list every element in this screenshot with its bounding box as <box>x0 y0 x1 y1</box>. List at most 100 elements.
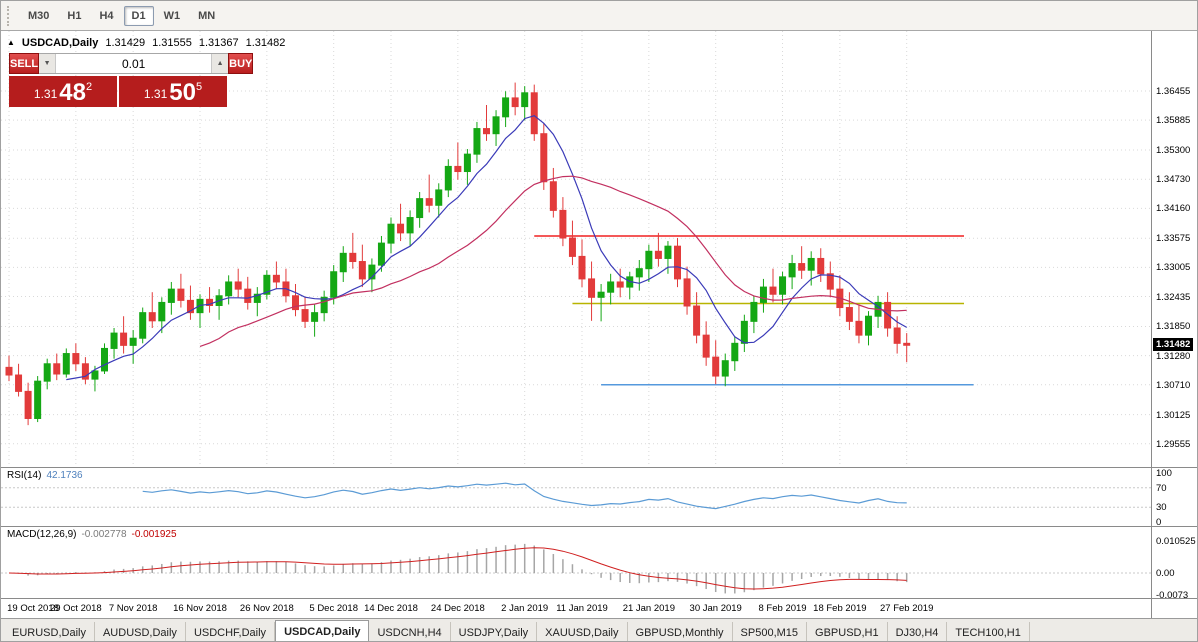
price-axis-label: 1.33575 <box>1156 233 1191 245</box>
time-axis[interactable]: 19 Oct 2018 29 Oct 2018 7 Nov 2018 16 Nov 2… <box>1 599 1151 618</box>
timeframe-button-m30[interactable]: M30 <box>28 9 50 22</box>
panel-separator <box>1 598 1197 599</box>
chart-tab-usdcnh[interactable]: USDCNH,H4 <box>369 622 451 641</box>
date-axis-label: 18 Feb 2019 <box>813 603 867 614</box>
macd-axis-label: -0.0073 <box>1156 589 1189 601</box>
price-axis-label: 1.30710 <box>1156 379 1191 391</box>
price-axis-label: 1.29555 <box>1156 438 1191 450</box>
date-axis-label: 16 Nov 2018 <box>173 603 227 614</box>
ohlc-high-value: 1.31555 <box>152 37 192 49</box>
chart-header: ▲ USDCAD,Daily 1.31429 1.31555 1.31367 1… <box>7 37 285 49</box>
macd-signal-value: -0.001925 <box>131 529 177 540</box>
buy-price-bigfigure: 1.31 <box>143 87 168 101</box>
macd-indicator-label: MACD(12,26,9) -0.002778 -0.001925 <box>7 529 177 540</box>
rsi-indicator-panel[interactable] <box>1 468 1151 526</box>
one-click-trading-panel: SELL ▼ ▲ BUY 1.31 48 2 1.31 50 5 <box>9 53 254 107</box>
rsi-value: 42.1736 <box>46 470 83 481</box>
volume-increase-button[interactable]: ▲ <box>211 54 229 73</box>
ohlc-low-value: 1.31367 <box>198 37 239 49</box>
rsi-axis-label: 100 <box>1156 468 1172 479</box>
ma-slow-line <box>199 175 907 347</box>
volume-decrease-button[interactable]: ▼ <box>39 54 57 73</box>
price-axis-label: 1.32435 <box>1156 291 1191 303</box>
macd-axis-label: 0.00 <box>1156 568 1175 579</box>
date-axis-label: 7 Nov 2018 <box>108 603 158 614</box>
chart-tab-bar: EURUSD,Daily AUDUSD,Daily USDCHF,Daily USDC… <box>1 618 1197 641</box>
price-axis-label: 1.35300 <box>1156 145 1191 157</box>
sell-price-bigfigure: 1.31 <box>33 87 58 101</box>
ohlc-open-value: 1.31429 <box>105 37 146 49</box>
chart-tab-gbpusd[interactable]: GBPUSD,Monthly <box>628 622 733 641</box>
rsi-indicator-label: RSI(14) 42.1736 <box>7 470 83 481</box>
ma-fast-line <box>66 115 907 381</box>
rsi-name: RSI(14) <box>7 470 42 481</box>
date-axis-label: 29 Oct 2018 <box>49 603 102 614</box>
chart-tab-usdcad[interactable]: USDCAD,Daily <box>275 620 370 641</box>
chart-tab-dj30[interactable]: DJ30,H4 <box>888 622 948 641</box>
macd-name: MACD(12,26,9) <box>7 529 77 540</box>
chart-tab-audusd[interactable]: AUDUSD,Daily <box>95 622 186 641</box>
chart-tab-tech100[interactable]: TECH100,H1 <box>947 622 1030 641</box>
macd-indicator-panel[interactable] <box>1 527 1151 598</box>
buy-price-pips: 50 <box>169 79 196 106</box>
date-axis-label: 27 Feb 2019 <box>880 603 934 614</box>
date-axis-label: 2 Jan 2019 <box>501 603 549 614</box>
date-axis-label: 11 Jan 2019 <box>556 603 608 614</box>
candles-layer <box>5 82 911 426</box>
panel-separator[interactable] <box>1 526 1197 527</box>
panel-separator[interactable] <box>1 467 1197 468</box>
toolbar-drag-handle[interactable] <box>7 5 12 26</box>
chart-marker-icon: ▲ <box>7 38 15 47</box>
chart-tab-gbpusd[interactable]: GBPUSD,H1 <box>807 622 888 641</box>
price-axis-label: 1.34160 <box>1156 203 1191 215</box>
ohlc-close-value: 1.31482 <box>245 37 286 49</box>
timeframe-button-h1[interactable]: H1 <box>67 9 82 22</box>
macd-axis-label: 0.010525 <box>1156 536 1196 548</box>
price-axis-label: 1.36455 <box>1156 86 1191 97</box>
rsi-line <box>142 482 907 510</box>
price-axis-label: 1.35885 <box>1156 115 1191 127</box>
chart-tab-usdchf[interactable]: USDCHF,Daily <box>186 622 276 641</box>
buy-price-point: 5 <box>195 81 203 93</box>
price-axis-label: 1.31280 <box>1156 350 1191 362</box>
sell-price-point: 2 <box>85 81 93 93</box>
chart-tab-sp500[interactable]: SP500,M15 <box>733 622 808 641</box>
current-price-tag: 1.31482 <box>1153 338 1194 352</box>
date-axis-label: 8 Feb 2019 <box>758 603 807 614</box>
timeframe-button-mn[interactable]: MN <box>198 9 216 22</box>
rsi-axis-label: 30 <box>1156 502 1167 514</box>
macd-histogram <box>17 543 908 594</box>
price-axis-label: 1.34730 <box>1156 174 1191 186</box>
buy-button[interactable]: BUY <box>228 53 254 74</box>
chart-tab-xauusd[interactable]: XAUUSD,Daily <box>537 622 628 641</box>
timeframe-button-w1[interactable]: W1 <box>163 9 181 22</box>
timeframe-button-h4[interactable]: H4 <box>99 9 114 22</box>
sell-button[interactable]: SELL <box>9 53 40 74</box>
date-axis-label: 5 Dec 2018 <box>309 603 358 614</box>
rsi-axis-label: 70 <box>1156 482 1167 494</box>
chart-tab-usdjpy[interactable]: USDJPY,Daily <box>451 622 538 641</box>
price-axis-label: 1.31850 <box>1156 321 1191 333</box>
rsi-axis-label: 0 <box>1156 517 1162 528</box>
date-axis-label: 26 Nov 2018 <box>239 603 294 614</box>
date-axis-label: 24 Dec 2018 <box>430 603 485 614</box>
date-axis-label: 21 Jan 2019 <box>622 603 675 614</box>
date-axis-label: 14 Dec 2018 <box>364 603 418 614</box>
timeframe-toolbar: M30 H1 H4 D1 W1 MN <box>1 1 1197 31</box>
macd-main-value: -0.002778 <box>81 529 127 540</box>
chart-symbol-label: USDCAD,Daily <box>21 37 99 49</box>
price-axis-label: 1.30125 <box>1156 409 1191 421</box>
buy-price-display[interactable]: 1.31 50 5 <box>119 76 227 107</box>
volume-input[interactable] <box>56 54 212 73</box>
sell-price-pips: 48 <box>59 79 86 106</box>
macd-signal-line <box>8 547 907 590</box>
price-axis[interactable]: 1.31482 1.36455 1.35885 1.35300 1.34730 1.34… <box>1151 31 1197 618</box>
chart-tab-eurusd[interactable]: EURUSD,Daily <box>4 622 95 641</box>
timeframe-button-d1[interactable]: D1 <box>123 5 154 26</box>
date-axis-label: 30 Jan 2019 <box>689 603 742 614</box>
sell-price-display[interactable]: 1.31 48 2 <box>9 76 117 107</box>
timeframe-button-group: M30 H1 H4 D1 W1 MN <box>20 5 223 26</box>
volume-control: ▼ ▲ <box>39 53 229 74</box>
price-axis-label: 1.33005 <box>1156 262 1191 274</box>
